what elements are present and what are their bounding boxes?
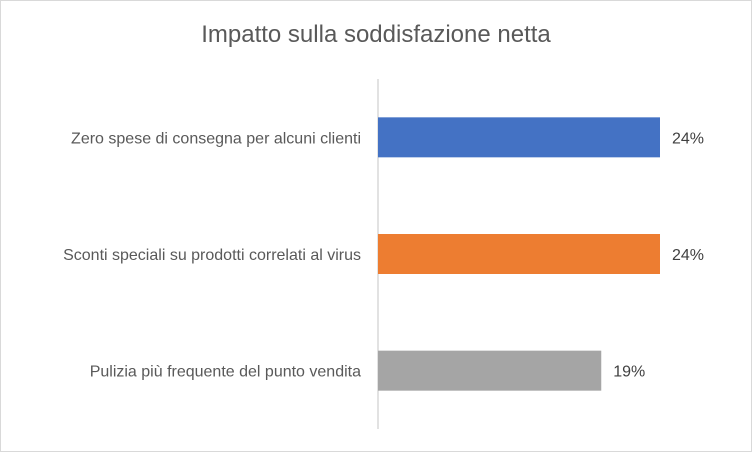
category-label: Zero spese di consegna per alcuni client… xyxy=(71,130,361,147)
data-label: 24% xyxy=(672,130,704,147)
category-label: Sconti speciali su prodotti correlati al… xyxy=(63,247,361,264)
chart-title: Impatto sulla soddisfazione netta xyxy=(201,21,551,48)
bar xyxy=(378,234,660,274)
data-label: 24% xyxy=(672,247,704,264)
bar xyxy=(378,117,660,158)
category-label: Pulizia più frequente del punto vendita xyxy=(90,364,361,381)
bar xyxy=(378,350,602,391)
data-label: 19% xyxy=(613,364,645,381)
